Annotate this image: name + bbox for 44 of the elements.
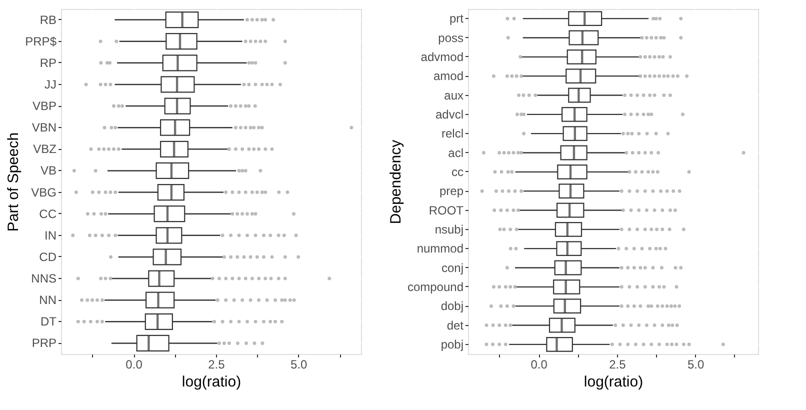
x-tick-label: 5.0 (290, 358, 308, 372)
y-tick-label: VBZ (33, 142, 56, 156)
y-tick-label: det (446, 318, 464, 332)
y-tick-label: conj (441, 260, 464, 275)
y-tick-label: cc (452, 164, 464, 179)
y-tick-label: VBP (32, 99, 56, 114)
y-tick-label: nummod (416, 242, 464, 256)
y-tick-label: prt (449, 12, 464, 26)
y-tick-label: ROOT (428, 203, 464, 218)
y-axis-title: Part of Speech (5, 132, 22, 232)
y-tick-label: pobj (440, 337, 464, 352)
y-tick-label: RP (40, 56, 56, 70)
y-tick-label: advcl (435, 107, 464, 122)
y-tick-label: prep (439, 184, 464, 198)
y-tick-label: poss (438, 30, 464, 45)
x-axis-title: log(ratio) (182, 374, 242, 390)
y-tick-label: CD (39, 250, 57, 264)
y-tick-label: PRP (32, 336, 56, 350)
x-tick-label: 0.0 (126, 358, 143, 372)
y-tick-label: VBG (31, 185, 56, 200)
y-tick-label: nsubj (434, 222, 464, 236)
y-tick-label: RB (40, 12, 56, 27)
y-tick-label: advmod (420, 50, 464, 64)
y-axis-title: Dependency (387, 139, 404, 224)
y-tick-label: dobj (440, 299, 464, 314)
y-tick-label: CC (39, 206, 57, 221)
y-tick-label: JJ (44, 77, 56, 92)
y-tick-label: VB (40, 164, 56, 178)
x-tick-label: 0.0 (530, 358, 548, 372)
y-tick-label: acl (448, 146, 464, 160)
x-tick-label: 2.5 (208, 358, 226, 372)
y-tick-label: IN (44, 228, 56, 242)
y-tick-label: VBN (32, 120, 56, 135)
x-tick-label: 2.5 (609, 358, 626, 372)
y-tick-label: relcl (441, 126, 464, 141)
y-tick-label: PRP$ (25, 34, 57, 48)
y-tick-label: amod (433, 69, 464, 84)
y-tick-label: DT (40, 314, 58, 329)
y-tick-label: NNS (31, 272, 56, 286)
y-tick-label: compound (407, 280, 464, 294)
x-tick-label: 5.0 (687, 358, 704, 372)
x-axis-title: log(ratio) (584, 374, 644, 390)
y-tick-label: NN (39, 293, 56, 308)
y-tick-label: aux (444, 88, 464, 102)
